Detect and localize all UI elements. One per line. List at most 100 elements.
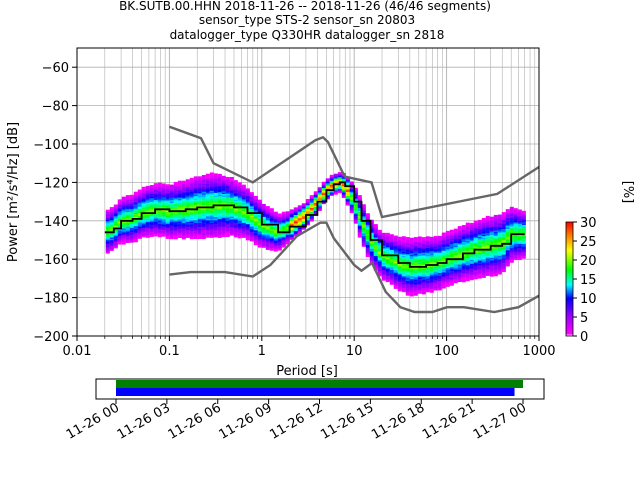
heatmap-cell — [433, 257, 438, 260]
heatmap-cell — [485, 222, 490, 225]
heatmap-cell — [465, 262, 470, 266]
heatmap-cell — [253, 206, 258, 209]
heatmap-cell — [221, 224, 226, 227]
heatmap-cell — [469, 277, 474, 281]
heatmap-cell — [293, 222, 298, 225]
heatmap-cell — [153, 223, 158, 226]
heatmap-cell — [425, 284, 430, 287]
heatmap-cell — [301, 214, 306, 217]
heatmap-cell — [181, 233, 186, 236]
heatmap-cell — [401, 263, 406, 266]
heatmap-cell — [453, 262, 458, 265]
heatmap-cell — [185, 235, 190, 238]
heatmap-cell — [109, 228, 114, 231]
heatmap-cell — [149, 218, 154, 221]
heatmap-cell — [125, 211, 130, 214]
heatmap-cell — [513, 225, 518, 228]
heatmap-cell — [373, 245, 378, 248]
heatmap-cell — [205, 226, 210, 229]
heatmap-cell — [121, 242, 126, 245]
heatmap-cell — [357, 235, 362, 238]
heatmap-cell — [465, 254, 470, 258]
heatmap-cell — [413, 282, 418, 286]
heatmap-cell — [457, 247, 462, 250]
heatmap-cell — [125, 234, 130, 237]
heatmap-cell — [369, 254, 374, 257]
heatmap-cell — [449, 280, 454, 284]
heatmap-cell — [409, 291, 414, 294]
heatmap-cell — [169, 230, 174, 233]
heatmap-cell — [185, 186, 190, 189]
heatmap-cell — [365, 215, 370, 219]
heatmap-cell — [405, 277, 410, 280]
heatmap-cell — [169, 192, 174, 195]
heatmap-cell — [409, 245, 414, 249]
heatmap-cell — [437, 277, 442, 280]
heatmap-cell — [253, 228, 258, 231]
heatmap-cell — [129, 237, 134, 241]
heatmap-cell — [405, 276, 410, 279]
heatmap-cell — [141, 225, 146, 228]
heatmap-cell — [245, 188, 250, 191]
heatmap-cell — [361, 215, 366, 218]
heatmap-cell — [113, 232, 118, 235]
heatmap-cell — [157, 182, 162, 185]
heatmap-cell — [409, 239, 414, 242]
heatmap-cell — [129, 233, 134, 236]
heatmap-cell — [377, 235, 382, 238]
heatmap-cell — [197, 188, 202, 191]
heatmap-cell — [149, 222, 154, 225]
heatmap-cell — [445, 269, 450, 273]
heatmap-cell — [441, 267, 446, 270]
heatmap-cell — [417, 243, 422, 246]
heatmap-cell — [233, 194, 238, 198]
heatmap-cell — [269, 213, 274, 216]
heatmap-cell — [521, 212, 526, 215]
heatmap-cell — [461, 273, 466, 276]
heatmap-cell — [425, 251, 430, 254]
heatmap-cell — [321, 187, 326, 190]
heatmap-cell — [217, 220, 222, 224]
heatmap-cell — [501, 234, 506, 238]
heatmap-cell — [117, 207, 122, 210]
heatmap-cell — [105, 213, 110, 216]
heatmap-cell — [485, 246, 490, 250]
heatmap-cell — [237, 190, 242, 193]
heatmap-cell — [121, 211, 126, 214]
heatmap-cell — [481, 235, 486, 238]
heatmap-cell — [117, 215, 122, 218]
heatmap-cell — [405, 237, 410, 240]
heatmap-cell — [205, 224, 210, 228]
heatmap-cell — [457, 252, 462, 256]
heatmap-cell — [185, 222, 190, 225]
heatmap-cell — [285, 227, 290, 230]
heatmap-cell — [485, 260, 490, 263]
heatmap-cell — [305, 215, 310, 218]
heatmap-cell — [381, 246, 386, 249]
heatmap-cell — [213, 209, 218, 212]
heatmap-cell — [469, 244, 474, 247]
heatmap-cell — [489, 252, 494, 256]
heatmap-cell — [157, 235, 162, 238]
heatmap-cell — [141, 235, 146, 238]
heatmap-cell — [321, 185, 326, 189]
heatmap-cell — [453, 264, 458, 268]
heatmap-cell — [285, 240, 290, 244]
heatmap-cell — [385, 240, 390, 244]
heatmap-cell — [205, 230, 210, 233]
heatmap-cell — [437, 238, 442, 241]
heatmap-cell — [397, 263, 402, 266]
heatmap-cell — [409, 280, 414, 284]
heatmap-cell — [209, 179, 214, 182]
heatmap-cell — [169, 223, 174, 226]
heatmap-cell — [465, 229, 470, 232]
heatmap-cell — [145, 185, 150, 189]
heatmap-cell — [505, 245, 510, 248]
heatmap-cell — [485, 230, 490, 233]
heatmap-cell — [177, 218, 182, 221]
heatmap-cell — [161, 230, 166, 233]
heatmap-cell — [393, 235, 398, 238]
heatmap-cell — [437, 269, 442, 272]
heatmap-cell — [141, 221, 146, 224]
heatmap-cell — [409, 247, 414, 250]
